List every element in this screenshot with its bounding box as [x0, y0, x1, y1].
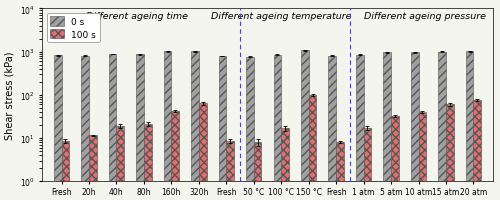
- Bar: [356, 56, 364, 200]
- Bar: [281, 128, 289, 200]
- Y-axis label: Shear stress (kPa): Shear stress (kPa): [4, 51, 14, 139]
- Bar: [199, 104, 206, 200]
- Bar: [62, 141, 69, 200]
- Bar: [89, 136, 96, 200]
- Bar: [191, 52, 199, 200]
- Text: Different ageing temperature: Different ageing temperature: [211, 12, 352, 20]
- Bar: [274, 56, 281, 200]
- Legend: 0 s, 100 s: 0 s, 100 s: [47, 14, 100, 43]
- Bar: [164, 52, 172, 200]
- Bar: [254, 143, 262, 200]
- Bar: [474, 101, 481, 200]
- Bar: [218, 57, 226, 200]
- Bar: [308, 95, 316, 200]
- Bar: [418, 112, 426, 200]
- Bar: [144, 124, 152, 200]
- Text: Different ageing pressure: Different ageing pressure: [364, 12, 486, 20]
- Bar: [336, 143, 344, 200]
- Text: Different ageing time: Different ageing time: [86, 12, 188, 20]
- Bar: [391, 117, 399, 200]
- Bar: [116, 126, 124, 200]
- Bar: [364, 128, 372, 200]
- Bar: [466, 52, 473, 200]
- Bar: [384, 53, 391, 200]
- Bar: [172, 112, 179, 200]
- Bar: [246, 57, 254, 200]
- Bar: [328, 57, 336, 200]
- Bar: [54, 56, 62, 200]
- Bar: [411, 53, 418, 200]
- Bar: [82, 56, 89, 200]
- Bar: [108, 55, 116, 200]
- Bar: [446, 105, 454, 200]
- Bar: [438, 53, 446, 200]
- Bar: [136, 55, 144, 200]
- Bar: [226, 141, 234, 200]
- Bar: [301, 51, 308, 200]
